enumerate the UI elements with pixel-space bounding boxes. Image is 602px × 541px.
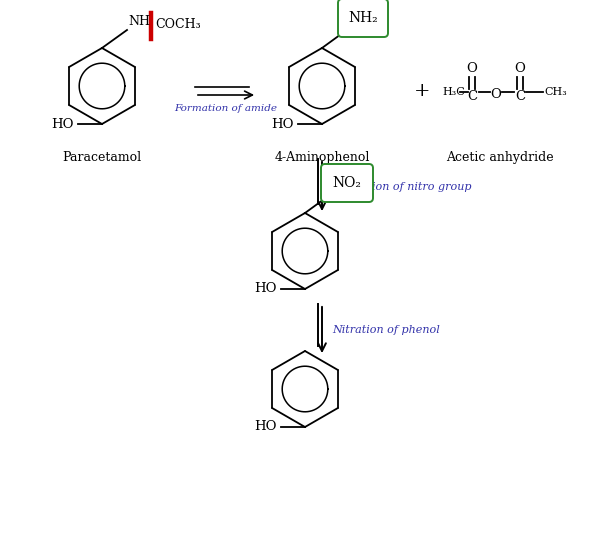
Text: HO: HO [255,420,277,433]
Text: Nitration of phenol: Nitration of phenol [332,325,439,335]
Text: O: O [467,62,477,75]
Text: Reduction of nitro group: Reduction of nitro group [332,181,471,192]
Text: C: C [515,89,525,102]
Text: C: C [467,89,477,102]
Text: 4-Aminophenol: 4-Aminophenol [275,151,370,164]
Text: O: O [491,88,501,101]
Text: HO: HO [52,117,74,130]
Text: CH₃: CH₃ [544,87,566,97]
Text: Formation of amide: Formation of amide [175,104,278,113]
Text: H₃C: H₃C [442,87,465,97]
Text: HO: HO [255,282,277,295]
Text: +: + [414,82,430,100]
Text: Acetic anhydride: Acetic anhydride [446,151,554,164]
Text: COCH₃: COCH₃ [155,17,200,30]
Text: NH: NH [128,15,150,28]
Text: Paracetamol: Paracetamol [63,151,141,164]
Text: NH₂: NH₂ [348,11,378,25]
Text: HO: HO [272,117,294,130]
FancyBboxPatch shape [338,0,388,37]
Text: O: O [515,62,526,75]
FancyBboxPatch shape [321,164,373,202]
Text: NO₂: NO₂ [332,176,361,190]
